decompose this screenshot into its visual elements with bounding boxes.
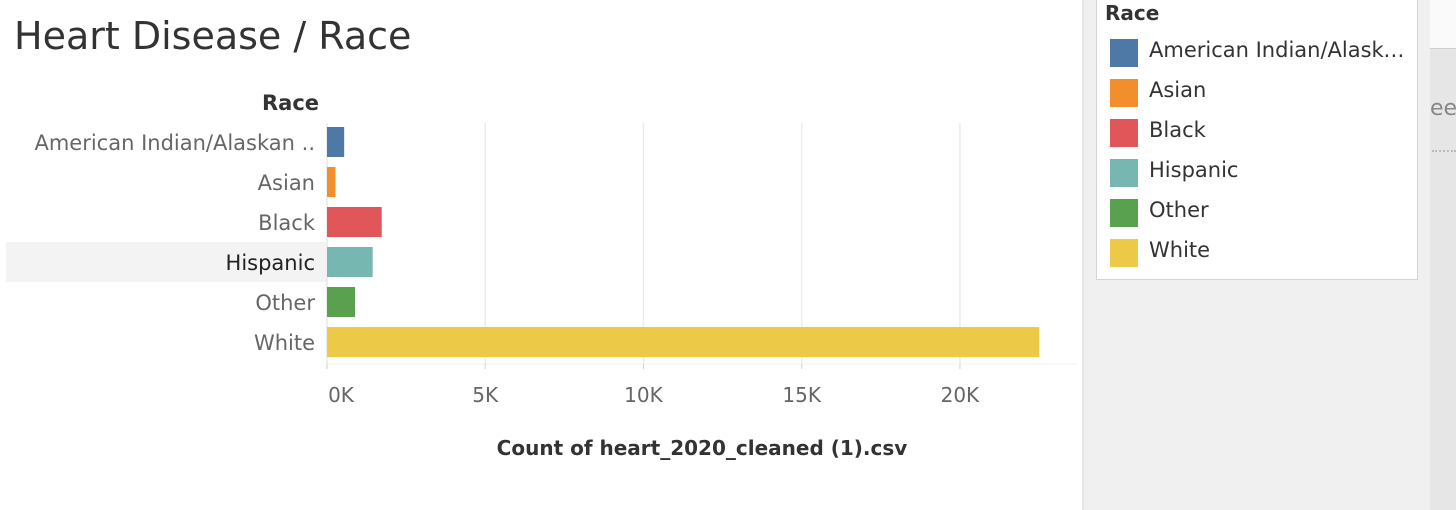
bar[interactable]	[327, 207, 382, 237]
legend-item-black[interactable]: Black	[1110, 117, 1410, 147]
pane-divider[interactable]	[1082, 0, 1084, 510]
adjacent-pane-header	[1430, 0, 1456, 49]
category-labels: American Indian/Alaskan .. Asian Black Hisp…	[34, 131, 315, 355]
selected-row-highlight	[6, 242, 326, 282]
tick-label: 5K	[472, 383, 499, 407]
legend-label: White	[1149, 238, 1211, 262]
category-label: Black	[258, 211, 316, 235]
gridlines	[326, 123, 1077, 365]
chart-title: Heart Disease / Race	[14, 14, 412, 58]
legend-item-white[interactable]: White	[1110, 237, 1410, 267]
color-legend[interactable]: Race American Indian/Alaskan Native Asia…	[1096, 0, 1418, 280]
legend-item-american-indian[interactable]: American Indian/Alaskan Native	[1110, 37, 1410, 67]
legend-swatch	[1110, 199, 1138, 227]
category-label: Hispanic	[226, 251, 315, 275]
legend-swatch	[1110, 39, 1138, 67]
tick-label: 10K	[624, 383, 663, 407]
bar[interactable]	[327, 287, 356, 317]
legend-title: Race	[1105, 1, 1160, 25]
x-axis-title: Count of heart_2020_cleaned (1).csv	[496, 436, 908, 460]
legend-label: Black	[1149, 118, 1206, 142]
tick-label: 20K	[941, 383, 980, 407]
legend-swatch	[1110, 239, 1138, 267]
legend-label: American Indian/Alaskan Native	[1149, 38, 1410, 62]
category-label: American Indian/Alaskan ..	[34, 131, 315, 155]
legend-label: Other	[1149, 198, 1209, 222]
legend-item-hispanic[interactable]: Hispanic	[1110, 157, 1410, 187]
adjacent-pane-strip	[1430, 0, 1456, 510]
legend-item-asian[interactable]: Asian	[1110, 77, 1410, 107]
bars	[327, 127, 1040, 357]
x-axis-ticks: 0K 5K 10K 15K 20K	[326, 364, 980, 407]
legend-label: Hispanic	[1149, 158, 1239, 182]
adjacent-pane-divider	[1432, 150, 1456, 152]
rows-shelf-header[interactable]: Race	[262, 91, 320, 115]
legend-item-other[interactable]: Other	[1110, 197, 1410, 227]
bar[interactable]	[327, 327, 1040, 357]
legend-swatch	[1110, 79, 1138, 107]
tick-label: 15K	[782, 383, 821, 407]
bar[interactable]	[327, 247, 373, 277]
adjacent-pane-text: ee	[1430, 96, 1456, 121]
bar[interactable]	[327, 167, 336, 197]
category-label: Asian	[258, 171, 315, 195]
legend-label: Asian	[1149, 78, 1207, 102]
category-label: Other	[255, 291, 315, 315]
bar[interactable]	[327, 127, 345, 157]
legend-swatch	[1110, 119, 1138, 147]
category-label: White	[254, 331, 315, 355]
tick-label: 0K	[328, 383, 355, 407]
bar-chart: American Indian/Alaskan .. Asian Black Hisp…	[34, 123, 1077, 407]
legend-swatch	[1110, 159, 1138, 187]
visualization-area: Heart Disease / Race Race American India…	[6, 14, 1077, 460]
